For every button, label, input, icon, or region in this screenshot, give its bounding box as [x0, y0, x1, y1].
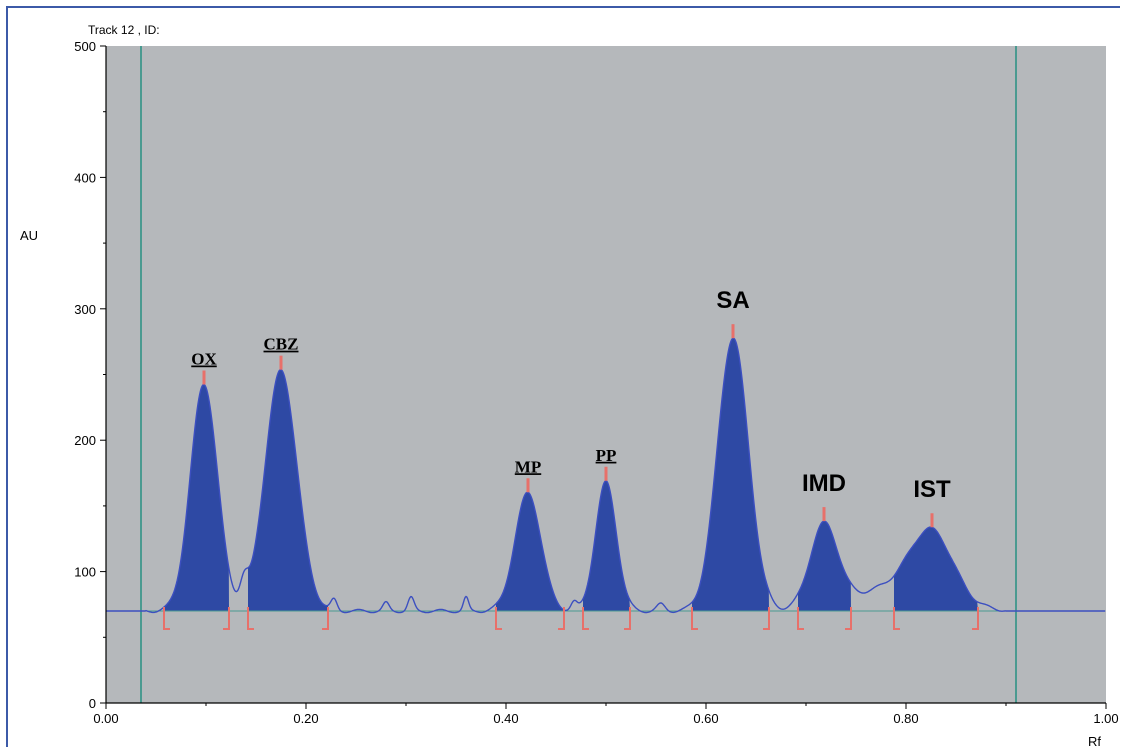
- peak-start-marker-ist: [893, 607, 900, 631]
- signal-trace: [106, 337, 1106, 614]
- y-tick-label-0: 0: [89, 696, 96, 711]
- peak-area-ist: [894, 527, 978, 611]
- x-tick-label-1.00: 1.00: [1093, 711, 1118, 726]
- x-tick-label-0.80: 0.80: [893, 711, 918, 726]
- x-axis-label: Rf: [1088, 734, 1101, 749]
- peak-area-ox: [164, 384, 229, 611]
- peak-area-cbz: [248, 369, 328, 611]
- peak-end-marker-ox: [223, 607, 230, 631]
- peak-label-pp: PP: [596, 446, 617, 465]
- peak-start-marker-pp: [582, 607, 589, 631]
- y-tick-label-500: 500: [74, 39, 96, 54]
- x-tick-label-0.40: 0.40: [493, 711, 518, 726]
- peak-start-marker-imd: [797, 607, 804, 631]
- peak-end-marker-ist: [972, 607, 979, 631]
- peak-end-marker-imd: [845, 607, 852, 631]
- peak-label-mp: MP: [515, 457, 541, 476]
- peak-area-imd: [798, 521, 851, 611]
- y-tick-label-200: 200: [74, 433, 96, 448]
- peak-label-imd: IMD: [802, 470, 846, 497]
- x-tick-label-0.60: 0.60: [693, 711, 718, 726]
- y-tick-label-300: 300: [74, 302, 96, 317]
- x-tick-label-0.20: 0.20: [293, 711, 318, 726]
- peak-start-marker-cbz: [247, 607, 254, 631]
- x-tick-label-0.00: 0.00: [93, 711, 118, 726]
- peak-label-ist: IST: [913, 476, 951, 503]
- peak-label-ox: OX: [191, 350, 217, 369]
- peak-end-marker-sa: [763, 607, 770, 631]
- peak-start-marker-ox: [163, 607, 170, 631]
- peak-end-marker-pp: [624, 607, 631, 631]
- y-tick-label-100: 100: [74, 565, 96, 580]
- y-axis-label: AU: [20, 228, 38, 243]
- peak-label-cbz: CBZ: [264, 335, 299, 354]
- y-tick-label-400: 400: [74, 170, 96, 185]
- peak-end-marker-mp: [558, 607, 565, 631]
- peak-start-marker-mp: [495, 607, 502, 631]
- peak-area-mp: [496, 492, 564, 611]
- peak-start-marker-sa: [691, 607, 698, 631]
- chart-frame: [6, 6, 1120, 747]
- chart-title: Track 12 , ID:: [88, 23, 160, 37]
- peak-end-marker-cbz: [322, 607, 329, 631]
- peak-label-sa: SA: [716, 287, 749, 314]
- peak-area-sa: [692, 338, 769, 611]
- peak-area-pp: [583, 480, 630, 611]
